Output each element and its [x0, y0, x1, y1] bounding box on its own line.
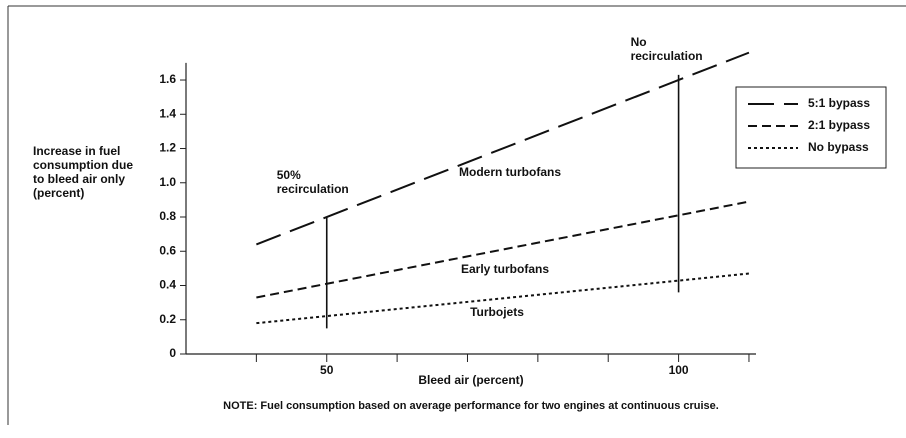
- line-series: [256, 51, 750, 246]
- annotation: 50%: [277, 168, 301, 182]
- y-tick-label: 0: [169, 346, 176, 360]
- annotation: recirculation: [631, 49, 703, 63]
- annotation: recirculation: [277, 182, 349, 196]
- y-tick-label: 1.4: [159, 106, 176, 120]
- y-tick-label: 0.8: [159, 209, 176, 223]
- y-axis-label: to bleed air only: [33, 172, 125, 186]
- x-tick-label: 50: [320, 363, 334, 377]
- line-series: [256, 272, 750, 325]
- x-tick-label: 100: [669, 363, 689, 377]
- legend-box: [735, 86, 887, 169]
- y-axis-label: consumption due: [33, 158, 133, 172]
- legend-label: 2:1 bypass: [808, 118, 870, 132]
- x-axis-label: Bleed air (percent): [418, 373, 523, 387]
- y-tick-label: 1.0: [159, 175, 176, 189]
- series-label: Turbojets: [470, 305, 524, 319]
- note: NOTE: Fuel consumption based on average …: [223, 400, 719, 412]
- y-tick-label: 0.6: [159, 243, 176, 257]
- y-tick-label: 1.6: [159, 72, 176, 86]
- y-axis-label: (percent): [33, 186, 84, 200]
- series-label: Modern turbofans: [459, 165, 561, 179]
- y-tick-label: 0.2: [159, 312, 176, 326]
- y-axis-label: Increase in fuel: [33, 144, 120, 158]
- y-tick-label: 0.4: [159, 278, 176, 292]
- annotation: No: [631, 35, 647, 49]
- legend-label: No bypass: [808, 140, 869, 154]
- series-label: Early turbofans: [461, 262, 549, 276]
- legend-label: 5:1 bypass: [808, 96, 870, 110]
- y-tick-label: 1.2: [159, 141, 176, 155]
